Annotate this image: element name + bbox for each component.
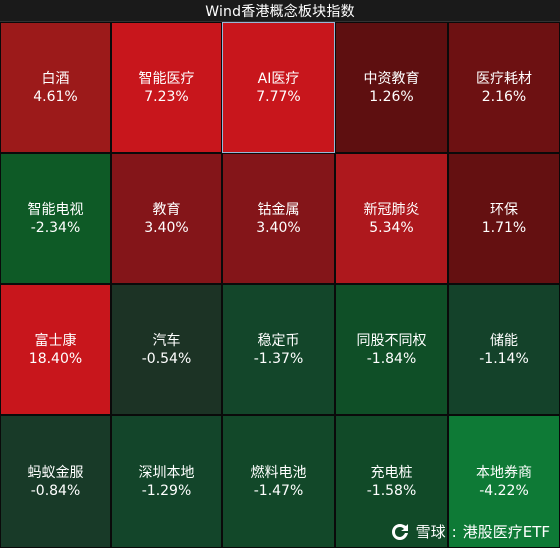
tile-sector-name: 白酒 bbox=[41, 70, 70, 87]
tile-sector-name: 环保 bbox=[490, 201, 518, 218]
tile-sector-name: 储能 bbox=[490, 332, 518, 349]
tile-percent-change: -1.14% bbox=[479, 350, 529, 367]
tile-sector-name: 教育 bbox=[152, 201, 181, 218]
tile-sector-name: 钴金属 bbox=[257, 201, 300, 218]
tile-percent-change: -1.47% bbox=[253, 482, 304, 499]
tile-sector-name: 本地券商 bbox=[476, 464, 532, 481]
tile-sector-name: 智能电视 bbox=[27, 201, 84, 218]
watermark: 雪球 : 港股医疗ETF bbox=[390, 521, 550, 542]
tile-percent-change: 7.23% bbox=[144, 88, 189, 105]
tile-sector-name: 中资教育 bbox=[363, 70, 420, 87]
heatmap-tile[interactable]: 新冠肺炎 5.34% bbox=[335, 153, 448, 284]
heatmap-tile[interactable]: 燃料电池 -1.47% bbox=[222, 415, 335, 548]
tile-percent-change: 7.77% bbox=[256, 88, 301, 105]
tile-sector-name: 汽车 bbox=[152, 332, 181, 349]
tile-percent-change: -2.34% bbox=[30, 219, 81, 236]
tile-sector-name: AI医疗 bbox=[257, 70, 300, 87]
heatmap-tile[interactable]: AI医疗 7.77% bbox=[222, 22, 335, 153]
watermark-separator: : bbox=[451, 522, 457, 541]
tile-percent-change: 3.40% bbox=[256, 219, 301, 236]
tile-percent-change: -0.54% bbox=[141, 350, 192, 367]
tile-sector-name: 智能医疗 bbox=[138, 70, 195, 87]
sector-heatmap: 白酒 4.61% 智能医疗 7.23% AI医疗 7.77% 中资教育 1.26% 医疗耗材 2.… bbox=[0, 22, 560, 548]
tile-sector-name: 稳定币 bbox=[257, 332, 300, 349]
tile-percent-change: 5.34% bbox=[369, 219, 414, 236]
heatmap-tile[interactable]: 环保 1.71% bbox=[448, 153, 560, 284]
tile-percent-change: -1.84% bbox=[366, 350, 417, 367]
heatmap-tile[interactable]: 充电桩 -1.58% bbox=[335, 415, 448, 548]
watermark-brand: 雪球 bbox=[415, 523, 446, 541]
chart-title-text: Wind香港概念板块指数 bbox=[205, 3, 355, 20]
tile-percent-change: -4.22% bbox=[479, 482, 529, 499]
heatmap-tile[interactable]: 中资教育 1.26% bbox=[335, 22, 448, 153]
heatmap-tile[interactable]: 深圳本地 -1.29% bbox=[111, 415, 222, 548]
tile-percent-change: -0.84% bbox=[30, 482, 81, 499]
tile-percent-change: 4.61% bbox=[33, 88, 78, 105]
tile-percent-change: 1.71% bbox=[481, 219, 527, 236]
tile-percent-change: -1.58% bbox=[366, 482, 417, 499]
heatmap-tile[interactable]: 富士康 18.40% bbox=[0, 284, 111, 415]
tile-sector-name: 医疗耗材 bbox=[476, 70, 532, 87]
heatmap-tile[interactable]: 教育 3.40% bbox=[111, 153, 222, 284]
tile-sector-name: 深圳本地 bbox=[138, 464, 195, 481]
heatmap-tile[interactable]: 蚂蚁金服 -0.84% bbox=[0, 415, 111, 548]
tile-sector-name: 新冠肺炎 bbox=[363, 201, 420, 218]
tile-sector-name: 富士康 bbox=[34, 332, 77, 349]
tile-sector-name: 蚂蚁金服 bbox=[27, 464, 84, 481]
tile-percent-change: -1.29% bbox=[141, 482, 192, 499]
tile-percent-change: 3.40% bbox=[144, 219, 189, 236]
tile-percent-change: 1.26% bbox=[369, 88, 414, 105]
heatmap-tile[interactable]: 智能电视 -2.34% bbox=[0, 153, 111, 284]
heatmap-tile[interactable]: 汽车 -0.54% bbox=[111, 284, 222, 415]
heatmap-tile[interactable]: 同股不同权 -1.84% bbox=[335, 284, 448, 415]
tile-percent-change: 18.40% bbox=[28, 350, 83, 367]
heatmap-tile[interactable]: 稳定币 -1.37% bbox=[222, 284, 335, 415]
tile-percent-change: 2.16% bbox=[481, 88, 527, 105]
snowball-logo-icon bbox=[391, 523, 408, 540]
heatmap-tile[interactable]: 白酒 4.61% bbox=[0, 22, 111, 153]
watermark-account: 港股医疗ETF bbox=[462, 523, 550, 541]
tile-sector-name: 燃料电池 bbox=[250, 464, 307, 481]
heatmap-tile[interactable]: 钴金属 3.40% bbox=[222, 153, 335, 284]
tile-sector-name: 同股不同权 bbox=[356, 332, 427, 349]
heatmap-tile[interactable]: 储能 -1.14% bbox=[448, 284, 560, 415]
heatmap-tile[interactable]: 医疗耗材 2.16% bbox=[448, 22, 560, 153]
heatmap-tile[interactable]: 智能医疗 7.23% bbox=[111, 22, 222, 153]
tile-percent-change: -1.37% bbox=[253, 350, 304, 367]
chart-title: Wind香港概念板块指数 bbox=[0, 0, 560, 22]
tile-sector-name: 充电桩 bbox=[370, 464, 413, 481]
